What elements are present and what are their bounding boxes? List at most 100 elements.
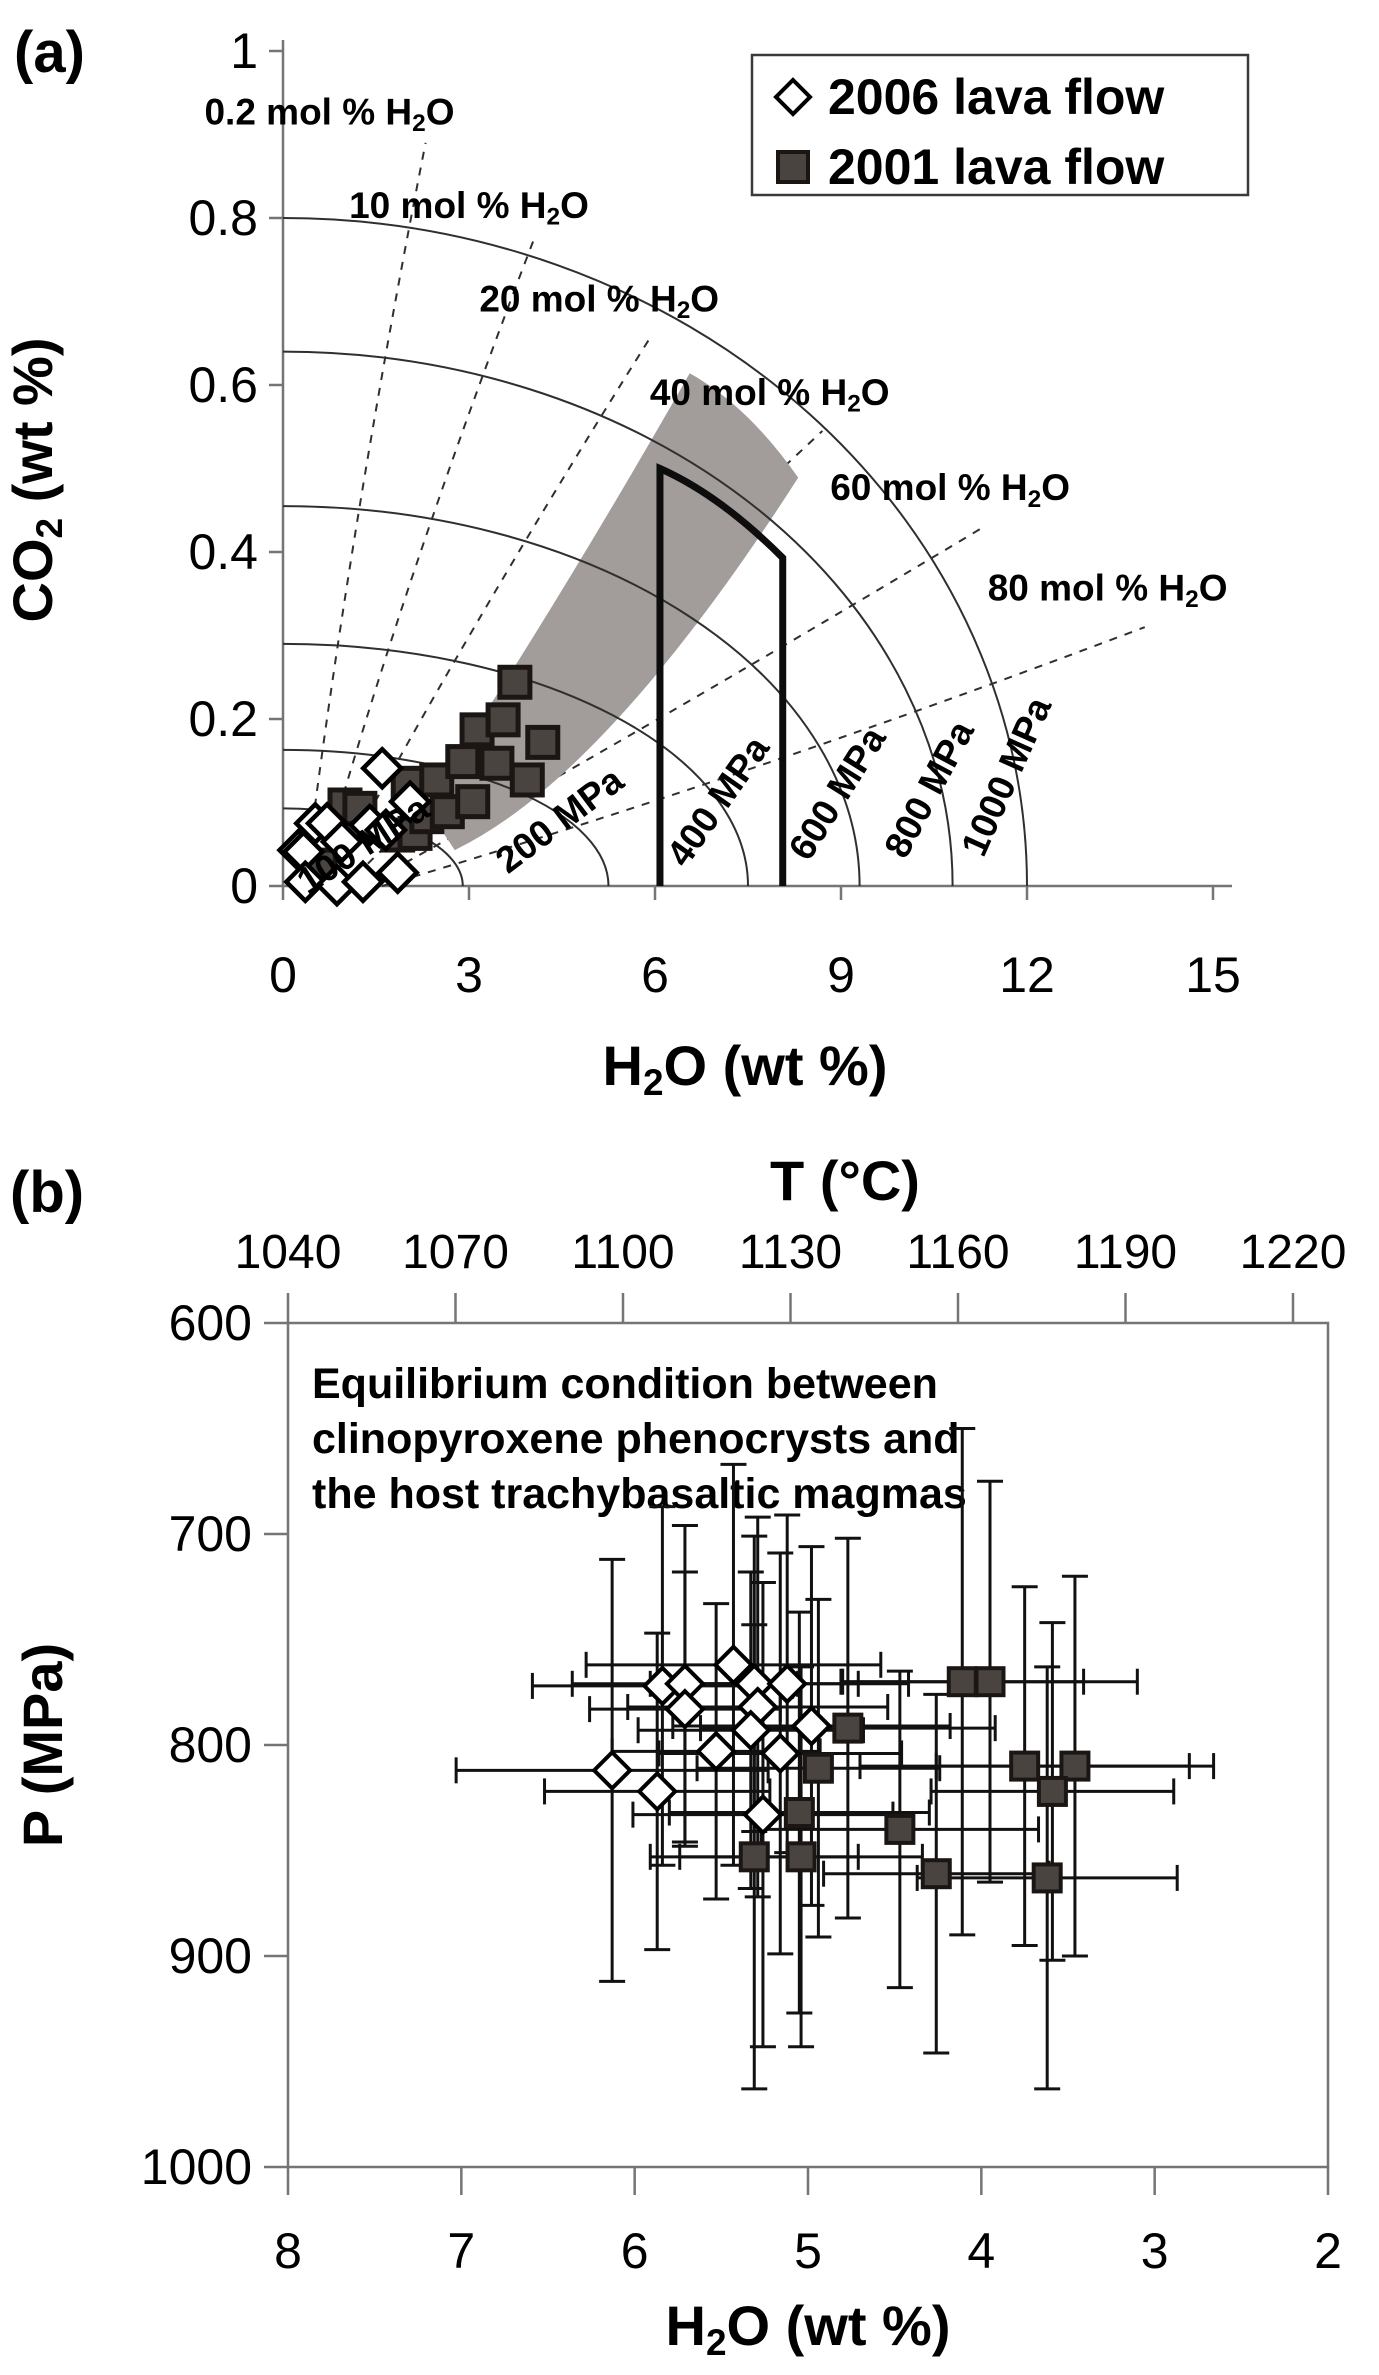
isobar-label: 1000 MPa: [953, 691, 1059, 862]
data-point-2001-lava: [946, 1666, 978, 1698]
annotation-line: clinopyroxene phenocrysts and: [312, 1415, 960, 1463]
left-axis-title: P (MPa): [11, 1643, 74, 1847]
data-point-2006-lava: [591, 1749, 633, 1792]
legend-label: 2006 lava flow: [828, 69, 1164, 125]
panel-a-content: 0 0.2 0.4 0.6 0.8 1 0 3 6 9 12 15 H2O (wt %) CO2 (wt …: [1, 23, 1250, 1103]
isobar-label: 400 MPa: [659, 728, 778, 873]
top-tick-label: 1220: [1240, 1226, 1347, 1279]
bottom-tick-label: 3: [1141, 2223, 1169, 2279]
data-point-2006-lava: [766, 1662, 809, 1705]
legend-square-icon: [776, 150, 810, 184]
data-point-2001-lava: [832, 1712, 864, 1744]
left-tick-label: 600: [169, 1295, 252, 1351]
x-axis-title: H2O (wt %): [603, 1034, 888, 1103]
top-tick-label: 1130: [739, 1226, 842, 1279]
panel-a-axes: 0 0.2 0.4 0.6 0.8 1 0 3 6 9 12 15: [188, 23, 1240, 1003]
data-point-2001-lava: [783, 1797, 815, 1829]
bold-outline-region: [656, 463, 787, 886]
bottom-axis: 8 7 6 5 4 3 2: [274, 2167, 1342, 2279]
panel-b-label: (b): [10, 1160, 84, 1225]
data-point-2006-lava: [664, 1688, 706, 1730]
top-tick-label: 1160: [906, 1226, 1009, 1279]
data-point-2001-lava: [1036, 1775, 1068, 1807]
data-point-2006-lava: [695, 1730, 737, 1773]
data-point-2001-lava: [485, 702, 521, 738]
panel-a-label: (a): [14, 20, 85, 85]
annotation-line: the host trachybasaltic magmas: [312, 1470, 967, 1518]
annotation-line: Equilibrium condition between: [312, 1360, 938, 1408]
isobar-arc-1000: [282, 217, 1028, 887]
data-point-2006-lava: [712, 1643, 755, 1686]
panel-b-content: 1040 1070 1100 1130 1160 1190 1220 T (°C) 600 700…: [11, 1149, 1346, 2363]
data-point-2001-lava: [1031, 1862, 1063, 1894]
isobar-arc-800: [282, 350, 954, 887]
series-2006-lava-flow: [591, 1643, 833, 1836]
isopleth-label: 60 mol % H2O: [830, 467, 1070, 513]
legend-label: 2001 lava flow: [828, 139, 1164, 195]
isobar-lines: [282, 217, 1028, 887]
legend-item: 2006 lava flow: [773, 69, 1164, 125]
legend-item: 2001 lava flow: [776, 139, 1164, 195]
top-axis-title: T (°C): [770, 1149, 920, 1212]
data-point-2006-lava: [360, 746, 405, 791]
bottom-tick-label: 7: [447, 2223, 475, 2279]
data-point-2006-lava: [636, 1770, 679, 1813]
top-tick-label: 1070: [402, 1226, 509, 1279]
isopleth-label: 80 mol % H2O: [988, 567, 1228, 613]
y-tick-label: 0.8: [188, 190, 258, 246]
y-tick-label: 0.4: [188, 524, 258, 580]
x-tick-label: 3: [455, 947, 483, 1003]
data-point-2001-lava: [1009, 1750, 1041, 1782]
data-point-2001-lava: [974, 1666, 1006, 1698]
isobar-arc-400: [282, 642, 749, 887]
series-2001-lava-flow: [738, 1666, 1091, 1894]
isopleth-dashed-line: [316, 238, 536, 887]
data-point-2001-lava: [785, 1841, 817, 1873]
x-tick-label: 15: [1185, 947, 1241, 1003]
annotation: Equilibrium condition between clinopyroxe…: [312, 1360, 967, 1518]
isopleth-label: 20 mol % H2O: [479, 279, 719, 325]
isopleth-dashed-line: [381, 626, 1146, 887]
legend-box: [750, 53, 1250, 197]
series-2006-lava-flow: [276, 746, 433, 908]
bottom-tick-label: 4: [967, 2223, 995, 2279]
data-point-2006-lava: [729, 1709, 772, 1752]
legend: 2006 lava flow 2001 lava flow: [750, 53, 1250, 197]
top-tick-label: 1040: [235, 1226, 342, 1279]
bottom-tick-label: 5: [794, 2223, 822, 2279]
bottom-axis-title: H2O (wt %): [666, 2294, 951, 2363]
panel-b-chart: (b) 1040 1070 1100 1130 1160 1190 1220 T (°C) 60…: [10, 1149, 1346, 2363]
y-tick-label: 0.6: [188, 357, 258, 413]
x-tick-label: 0: [269, 947, 297, 1003]
isopleth-label: 10 mol % H2O: [349, 185, 589, 231]
top-tick-label: 1190: [1074, 1226, 1177, 1279]
data-point-2006-lava: [319, 819, 365, 864]
data-point-2006-lava: [742, 1793, 784, 1836]
data-point-2006-lava: [759, 1732, 802, 1775]
data-point-2001-lava: [497, 664, 533, 700]
y-tick-label: 1: [230, 23, 258, 79]
x-tick-label: 12: [999, 947, 1055, 1003]
isopleth-dashed-line: [303, 142, 427, 887]
data-point-2006-lava: [387, 779, 433, 824]
data-point-2001-lava: [445, 744, 481, 780]
data-point-2006-lava: [340, 859, 386, 905]
data-point-2006-lava: [363, 807, 409, 853]
data-point-2001-lava: [738, 1841, 770, 1873]
data-point-2001-lava: [455, 784, 491, 820]
y-axis-title: CO2 (wt %): [1, 338, 70, 623]
data-point-2001-lava: [884, 1813, 916, 1845]
bottom-tick-label: 6: [621, 2223, 649, 2279]
x-tick-label: 6: [641, 947, 669, 1003]
y-tick-label: 0.2: [188, 691, 258, 747]
top-tick-label: 1100: [571, 1226, 674, 1279]
top-axis: 1040 1070 1100 1130 1160 1190 1220: [235, 1226, 1347, 1323]
left-tick-label: 900: [169, 1928, 252, 1984]
left-tick-label: 800: [169, 1717, 252, 1773]
legend-diamond-icon: [773, 77, 813, 117]
isobar-arc-600: [282, 505, 861, 887]
panel-a-chart: (a) 0 0.2 0.4 0.6 0.8 1 0 3 6 9 12 15 H2O (wt %) CO2 …: [1, 20, 1250, 1103]
x-tick-label: 9: [827, 947, 855, 1003]
data-point-2001-lava: [920, 1858, 952, 1890]
